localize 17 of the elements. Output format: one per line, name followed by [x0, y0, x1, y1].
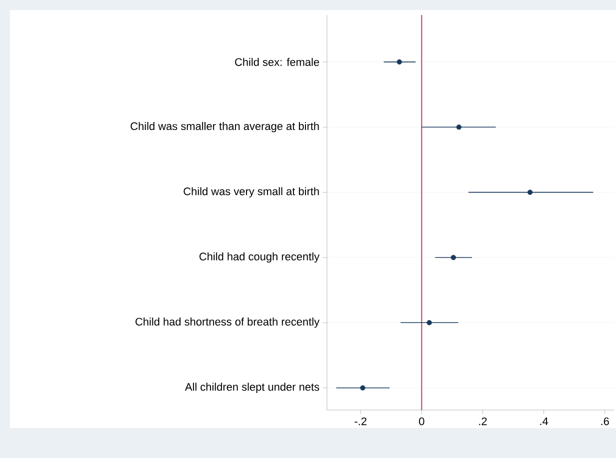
point [456, 124, 462, 130]
y-tick-label: Child sex: female [235, 58, 320, 66]
x-tick-label: -.2 [354, 417, 366, 426]
x-tick-label: .2 [479, 417, 487, 426]
y-tick-label: Child had shortness of breath recently [136, 318, 320, 328]
point [426, 320, 432, 326]
point [527, 190, 533, 195]
y-tick-label: Child was smaller than average at birth [130, 122, 319, 132]
y-tick-label: Child had cough recently [200, 252, 320, 263]
point [360, 385, 366, 390]
point [396, 59, 402, 65]
point [450, 254, 456, 260]
x-tick-label: .6 [601, 417, 609, 426]
x-tick-label: 0 [419, 417, 424, 426]
x-tick-label: .4 [540, 417, 548, 425]
y-tick-label: All children slept under nets [184, 382, 320, 393]
y-tick-label: Child was very small at birth [184, 187, 319, 198]
